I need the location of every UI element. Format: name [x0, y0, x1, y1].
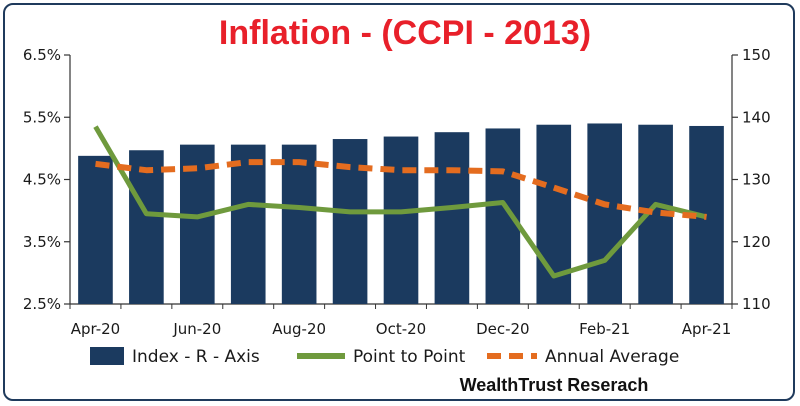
left-tick-label: 2.5% — [23, 295, 61, 313]
annual-average-line — [95, 159, 707, 220]
bar — [129, 150, 164, 304]
bar — [230, 144, 266, 304]
chart-title: Inflation - (CCPI - 2013) — [219, 14, 591, 52]
credit-text: WealthTrust Reserach — [460, 375, 649, 395]
right-tick-label: 110 — [742, 295, 771, 313]
legend-label: Index - R - Axis — [132, 347, 260, 367]
bar — [78, 155, 113, 304]
x-tick-label: Apr-21 — [682, 320, 732, 338]
left-tick-label: 6.5% — [23, 46, 61, 64]
x-tick-label: Feb-21 — [579, 320, 630, 338]
bar — [383, 136, 419, 304]
right-tick-label: 130 — [742, 171, 771, 189]
legend-label: Point to Point — [353, 347, 466, 367]
left-tick-label: 4.5% — [23, 171, 61, 189]
legend: Index - R - Axis Point to Point Annual Ave… — [90, 347, 679, 367]
point-to-point-line — [93, 125, 708, 279]
bar — [434, 132, 470, 304]
bar — [281, 144, 317, 304]
x-tick-label: Dec-20 — [476, 320, 530, 338]
bar — [587, 123, 623, 304]
legend-label: Annual Average — [545, 347, 679, 367]
x-tick-label: Oct-20 — [376, 320, 426, 338]
x-tick-label: Jun-20 — [172, 320, 221, 338]
right-tick-label: 150 — [742, 46, 771, 64]
left-tick-label: 3.5% — [23, 233, 61, 251]
right-tick-label: 120 — [742, 233, 771, 251]
right-tick-label: 140 — [742, 108, 771, 126]
line-series — [93, 125, 708, 279]
axes: 2.5% 3.5% 4.5% 5.5% 6.5% 110 120 130 140 150 Apr-2… — [23, 46, 771, 338]
x-tick-label: Apr-20 — [71, 320, 121, 338]
x-tick-label: Aug-20 — [272, 320, 326, 338]
legend-swatch-index — [90, 347, 124, 365]
left-tick-label: 5.5% — [23, 108, 61, 126]
